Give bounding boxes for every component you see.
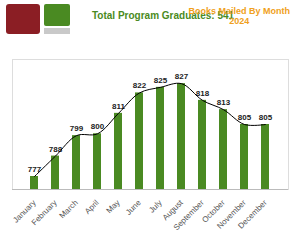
svg-text:818: 818 [195, 88, 210, 98]
svg-text:777: 777 [28, 165, 42, 174]
svg-text:800: 800 [90, 122, 105, 132]
svg-text:November: November [215, 198, 248, 231]
svg-text:827: 827 [175, 72, 189, 81]
svg-text:811: 811 [112, 102, 125, 111]
svg-text:825: 825 [154, 76, 168, 85]
svg-text:July: July [147, 198, 163, 214]
svg-text:822: 822 [133, 81, 147, 90]
svg-text:January: January [11, 198, 38, 225]
html-text:Books Mailed By Month: Books Mailed By Month [188, 6, 290, 16]
svg-text:May: May [105, 198, 122, 215]
svg-text:October: October [200, 198, 227, 225]
svg-text:December: December [236, 198, 269, 231]
svg-text:August: August [160, 198, 185, 223]
svg-text:June: June [124, 198, 143, 217]
html-text:2024: 2024 [229, 16, 250, 26]
svg-text:September: September [172, 198, 206, 232]
svg-text:805: 805 [238, 113, 252, 122]
svg-text:788: 788 [49, 145, 63, 154]
svg-text:813: 813 [217, 98, 231, 107]
svg-text:March: March [58, 198, 80, 220]
svg-text:February: February [30, 198, 59, 227]
svg-text:799: 799 [70, 124, 84, 133]
html-text:Total Program Graduates: 541: Total Program Graduates: 541 [92, 10, 235, 21]
svg-text:805: 805 [259, 113, 273, 122]
svg-text:April: April [83, 198, 101, 216]
